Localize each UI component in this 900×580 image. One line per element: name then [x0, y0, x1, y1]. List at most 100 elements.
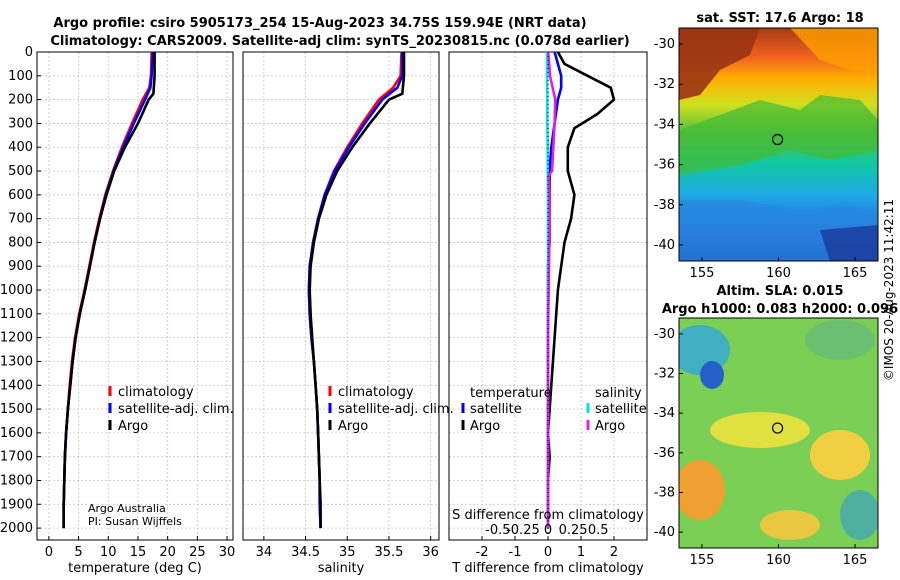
- legend-temperature-title: temperature: [470, 386, 552, 401]
- legend-salinity-satellite: satellite: [595, 402, 647, 417]
- map-y-tick-label: -36: [654, 446, 675, 461]
- map-x-tick-label: 165: [843, 553, 868, 568]
- x-axis-label: T difference from climatology: [451, 561, 644, 576]
- y-tick-label: 1200: [0, 331, 33, 346]
- legend-label-2: Argo: [338, 419, 368, 434]
- legend-salinity-title: salinity: [595, 386, 642, 401]
- x-tick-label: 10: [100, 545, 117, 560]
- credit-line1: Argo Australia: [88, 502, 166, 515]
- panel-frame: [242, 51, 440, 541]
- legend-label-1: satellite-adj. clim.: [118, 402, 234, 417]
- sla-high-sw: [679, 460, 725, 520]
- x-tick-label: 0: [45, 545, 53, 560]
- legend-salinity-argo: Argo: [595, 419, 625, 434]
- salinity-diff-tick-label: -0.25: [506, 523, 540, 538]
- map-x-tick-label: 165: [843, 266, 868, 281]
- sla-high-east: [810, 430, 870, 480]
- x-tick-label: 20: [159, 545, 176, 560]
- legend-label-1: satellite-adj. clim.: [338, 402, 454, 417]
- x-tick-label: 34: [256, 545, 273, 560]
- sla-map-panel: Altim. SLA: 0.015 Argo h1000: 0.083 h200…: [654, 284, 898, 568]
- y-tick-label: 500: [8, 164, 33, 179]
- y-tick-label: 1600: [0, 426, 33, 441]
- y-tick-label: 1000: [0, 283, 33, 298]
- y-tick-label: 800: [8, 235, 33, 250]
- y-tick-label: 400: [8, 140, 33, 155]
- y-tick-label: 200: [8, 93, 33, 108]
- salinity-diff-tick-label: 0.5: [588, 523, 609, 538]
- legend-temperature-argo: Argo: [470, 419, 500, 434]
- sst-cold-core: [820, 225, 878, 261]
- sla-title-line1: Altim. SLA: 0.015: [717, 284, 844, 299]
- figure-title-line2: Climatology: CARS2009. Satellite-adj cli…: [50, 34, 629, 49]
- x-tick-label: 25: [189, 545, 206, 560]
- map-y-tick-label: -36: [654, 158, 675, 173]
- series-argo: [308, 52, 406, 529]
- y-tick-label: 700: [8, 212, 33, 227]
- salinity-diff-tick-label: -0.5: [485, 523, 510, 538]
- map-y-tick-label: -32: [654, 77, 675, 92]
- sla-title-line2: Argo h1000: 0.083 h2000: 0.096: [662, 302, 898, 317]
- map-x-tick-label: 155: [690, 553, 715, 568]
- salinity-diff-axis-label: S difference from climatology: [452, 508, 644, 523]
- salinity-diff-tick-label: 0.25: [559, 523, 588, 538]
- y-tick-label: 2000: [0, 521, 33, 536]
- sla-low-se: [840, 490, 878, 540]
- y-tick-label: 1900: [0, 497, 33, 512]
- series-salinity-argo: [546, 51, 557, 529]
- map-y-tick-label: -30: [654, 327, 675, 342]
- figure-title-line1: Argo profile: csiro 5905173_254 15-Aug-2…: [53, 16, 586, 31]
- x-axis-label: temperature (deg C): [68, 561, 202, 576]
- y-tick-label: 600: [8, 188, 33, 203]
- y-tick-label: 1300: [0, 354, 33, 369]
- sla-mid-ne: [805, 320, 875, 360]
- temperature-profile-panel: 0100200300400500600700800900100011001200…: [0, 45, 235, 576]
- y-tick-label: 0: [25, 45, 33, 60]
- sla-high-south: [760, 510, 820, 540]
- sst-map-axes: 155 160 165 -30 -32 -34 -36 -38 -40: [654, 37, 868, 281]
- map-y-tick-label: -30: [654, 37, 675, 52]
- x-tick-label: 34.5: [291, 545, 320, 560]
- x-tick-label: -2: [476, 545, 489, 560]
- y-tick-label: 900: [8, 259, 33, 274]
- y-tick-label: 1700: [0, 450, 33, 465]
- map-x-tick-label: 160: [766, 553, 791, 568]
- map-y-tick-label: -34: [654, 406, 675, 421]
- panel-frame: [36, 51, 234, 541]
- sla-map-axes: 155 160 165 -30 -32 -34 -36 -38 -40: [654, 327, 868, 568]
- difference-panel: -2 -1 0 1 2T difference from climatology S di…: [448, 51, 648, 576]
- x-tick-label: 36: [422, 545, 439, 560]
- legend-label-0: climatology: [338, 385, 414, 400]
- map-y-tick-label: -34: [654, 117, 675, 132]
- y-tick-label: 100: [8, 69, 33, 84]
- map-y-tick-label: -40: [654, 238, 675, 253]
- x-axis-label: salinity: [318, 561, 365, 576]
- sst-map-title: sat. SST: 17.6 Argo: 18: [696, 11, 863, 26]
- x-tick-label: -1: [509, 545, 522, 560]
- map-x-tick-label: 160: [766, 266, 791, 281]
- map-y-tick-label: -32: [654, 367, 675, 382]
- sst-map-panel: sat. SST: 17.6 Argo: 18 155 160 165 -30 -32 -…: [654, 11, 879, 281]
- sla-high-band: [710, 412, 810, 448]
- legend-label-2: Argo: [118, 419, 148, 434]
- credit-line2: PI: Susan Wijffels: [88, 515, 182, 528]
- y-tick-label: 1800: [0, 473, 33, 488]
- series-argo: [62, 52, 156, 529]
- sla-low-core: [700, 361, 724, 389]
- y-tick-label: 1100: [0, 307, 33, 322]
- x-tick-label: 35.5: [374, 545, 403, 560]
- x-tick-label: 15: [130, 545, 147, 560]
- x-tick-label: 2: [610, 545, 618, 560]
- salinity-diff-tick-label: 0: [544, 523, 552, 538]
- x-tick-label: 30: [219, 545, 236, 560]
- y-tick-label: 300: [8, 116, 33, 131]
- salinity-profile-panel: 34 34.5 35 35.5 36 salinity climatology satelli…: [242, 51, 454, 576]
- x-tick-label: 5: [74, 545, 82, 560]
- x-tick-label: 35: [339, 545, 356, 560]
- map-x-tick-label: 155: [690, 266, 715, 281]
- sla-argo-location-marker: [771, 422, 784, 434]
- sst-warm-east: [790, 28, 878, 75]
- sst-warm-core: [679, 28, 760, 100]
- x-tick-label: 1: [577, 545, 585, 560]
